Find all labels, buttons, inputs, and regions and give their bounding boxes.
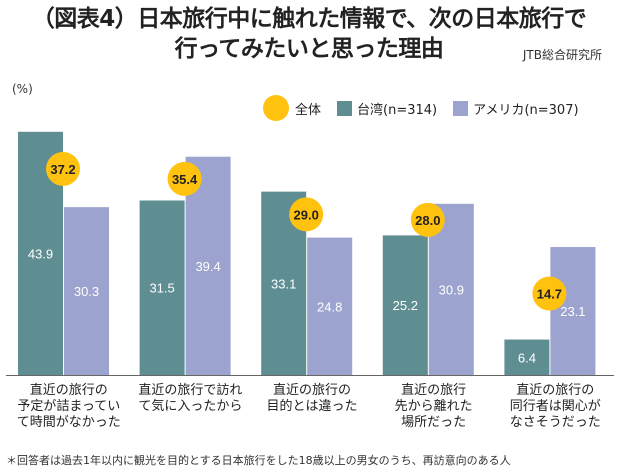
bar-taiwan-4 [504, 339, 550, 375]
bar-taiwan-3 [382, 235, 428, 375]
chart-title-line-1: （図表4）日本旅行中に触れた情報で、次の日本旅行で [31, 6, 587, 32]
legend-america-marker [453, 100, 469, 116]
legend-item-america: アメリカ(n=307) [453, 99, 579, 118]
data-label-america-2: 24.8 [317, 299, 342, 314]
marker-overall-4 [532, 276, 567, 311]
legend-overall-label: 全体 [295, 102, 322, 118]
category-label-4: 直近の旅行の同行者は関心がなさそうだった [510, 383, 601, 430]
legend-overall-marker [263, 95, 289, 121]
category-label-1: 直近の旅行で訪れて気に入ったから [138, 382, 242, 414]
chart-title-line-2: 行ってみたいと思った理由 [174, 36, 444, 62]
data-label-overall-1: 35.4 [172, 172, 198, 187]
bar-taiwan-1 [139, 200, 185, 375]
data-label-overall-0: 37.2 [50, 162, 75, 177]
category-label-0: 直近の旅行の予定が詰まっていて時間がなかった [17, 383, 121, 430]
data-label-overall-4: 14.7 [537, 287, 562, 302]
data-label-america-3: 30.9 [439, 282, 464, 297]
legend: 全体 台湾(n=314) アメリカ(n=307) [263, 95, 595, 121]
chart-title: （図表4）日本旅行中に触れた情報で、次の日本旅行で 行ってみたいと思った理由 [0, 4, 618, 64]
data-label-overall-3: 28.0 [415, 213, 440, 228]
source-label: JTB総合研究所 [522, 48, 602, 62]
category-label-3: 直近の旅行先から離れた場所だった [395, 383, 473, 430]
marker-overall-3 [410, 202, 445, 237]
data-label-taiwan-0: 43.9 [28, 246, 53, 261]
data-label-america-1: 39.4 [195, 259, 220, 274]
data-label-taiwan-4: 6.4 [518, 350, 536, 365]
legend-item-taiwan: 台湾(n=314) [337, 99, 437, 118]
marker-overall-2 [289, 197, 324, 232]
data-label-overall-2: 29.0 [294, 207, 319, 222]
data-label-taiwan-2: 33.1 [271, 276, 296, 291]
legend-taiwan-marker [337, 100, 353, 116]
data-label-taiwan-3: 25.2 [393, 298, 418, 313]
bar-america-4 [550, 247, 596, 375]
data-label-america-0: 30.3 [74, 284, 99, 299]
data-label-america-4: 23.1 [560, 304, 585, 319]
category-label-2: 直近の旅行の目的とは違った [266, 383, 357, 414]
bar-america-0 [64, 207, 109, 375]
marker-overall-0 [46, 151, 80, 186]
legend-item-overall: 全体 [263, 95, 321, 121]
bar-america-2 [307, 237, 353, 375]
unit-label: (%) [12, 82, 33, 96]
footnote: ＊回答者は過去1年以内に観光を目的とする日本旅行をした18歳以上の男女のうち、再… [6, 454, 511, 467]
legend-america-label: アメリカ(n=307) [473, 102, 579, 118]
legend-taiwan-label: 台湾(n=314) [357, 102, 438, 118]
data-label-taiwan-1: 31.5 [149, 281, 174, 296]
marker-overall-1 [167, 161, 202, 196]
